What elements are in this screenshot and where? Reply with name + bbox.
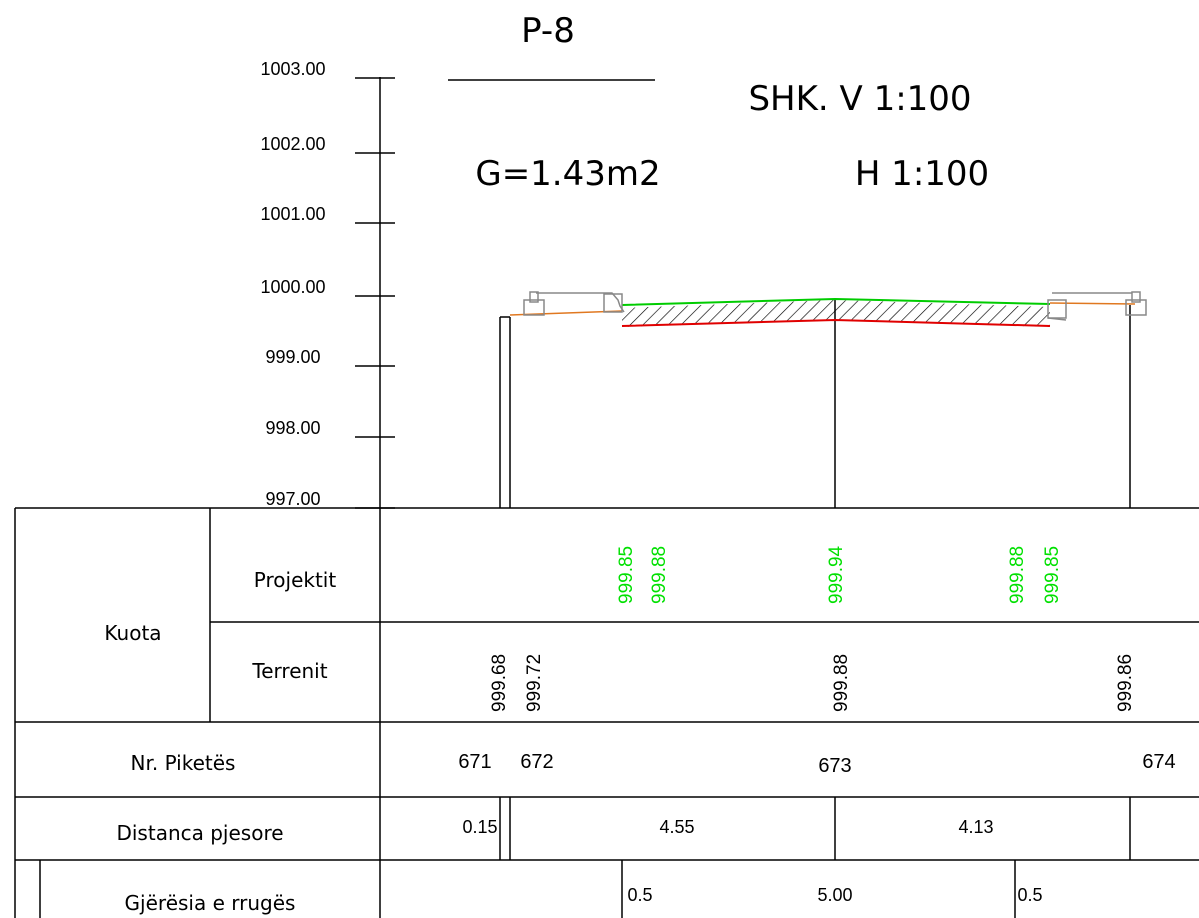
projektit-label: Projektit bbox=[254, 568, 337, 592]
gjeresia-value: 0.5 bbox=[1017, 885, 1042, 905]
piketes-values: 671 672 673 674 bbox=[458, 751, 1175, 777]
elevation-tick-label: 997.00 bbox=[265, 489, 320, 509]
distanca-value: 4.55 bbox=[659, 817, 694, 837]
subgrade-line bbox=[621, 318, 1051, 327]
terrenit-value: 999.68 bbox=[489, 654, 510, 712]
terrenit-value: 999.88 bbox=[831, 654, 852, 712]
projektit-value: 999.88 bbox=[1007, 546, 1028, 604]
gjeresia-value: 0.5 bbox=[627, 885, 652, 905]
piketes-value: 672 bbox=[520, 751, 553, 773]
terrenit-value: 999.72 bbox=[524, 654, 545, 712]
projektit-value: 999.88 bbox=[649, 546, 670, 604]
data-table-grid bbox=[14, 507, 1199, 918]
curb-left bbox=[523, 291, 625, 316]
terrain-line-right bbox=[1049, 302, 1136, 305]
elevation-tick-label: 1003.00 bbox=[260, 59, 325, 79]
projektit-value: 999.85 bbox=[616, 546, 637, 604]
elevation-tick-label: 999.00 bbox=[265, 347, 320, 367]
pavement-hatch bbox=[622, 300, 1050, 327]
projektit-values: 999.85 999.88 999.94 999.88 999.85 bbox=[616, 545, 1063, 604]
kuota-label: Kuota bbox=[104, 621, 161, 645]
design-surface-line bbox=[621, 297, 1051, 306]
gjeresia-label: Gjërësia e rrugës bbox=[125, 891, 296, 915]
terrenit-value: 999.86 bbox=[1115, 654, 1136, 712]
terrenit-label: Terrenit bbox=[251, 659, 327, 683]
distanca-values: 0.15 4.55 4.13 bbox=[462, 817, 993, 837]
projektit-value: 999.94 bbox=[826, 545, 847, 604]
piketes-value: 673 bbox=[818, 755, 851, 777]
piketes-label: Nr. Piketës bbox=[131, 751, 236, 775]
elevation-ticks: 1003.00 1002.00 1001.00 1000.00 999.00 998.00… bbox=[260, 59, 395, 509]
elevation-tick-label: 1001.00 bbox=[260, 204, 325, 224]
distanca-label: Distanca pjesore bbox=[116, 821, 283, 845]
profile-title: P-8 bbox=[521, 11, 575, 51]
elevation-tick-label: 1002.00 bbox=[260, 134, 325, 154]
piketes-value: 671 bbox=[458, 751, 491, 773]
gjeresia-value: 5.00 bbox=[817, 885, 852, 905]
projektit-value: 999.85 bbox=[1042, 546, 1063, 604]
vertical-scale-label: SHK. V 1:100 bbox=[748, 79, 971, 119]
piketes-value: 674 bbox=[1142, 751, 1175, 773]
gjeresia-values: 0.5 5.00 0.5 bbox=[627, 885, 1042, 905]
elevation-tick-label: 998.00 bbox=[265, 418, 320, 438]
elevation-tick-label: 1000.00 bbox=[260, 277, 325, 297]
distanca-value: 4.13 bbox=[958, 817, 993, 837]
terrenit-values: 999.68 999.72 999.88 999.86 bbox=[489, 654, 1136, 712]
section-area-label: G=1.43m2 bbox=[475, 154, 660, 194]
curb-right bbox=[1047, 291, 1147, 321]
horizontal-scale-label: H 1:100 bbox=[855, 154, 989, 194]
distanca-value: 0.15 bbox=[462, 817, 497, 837]
